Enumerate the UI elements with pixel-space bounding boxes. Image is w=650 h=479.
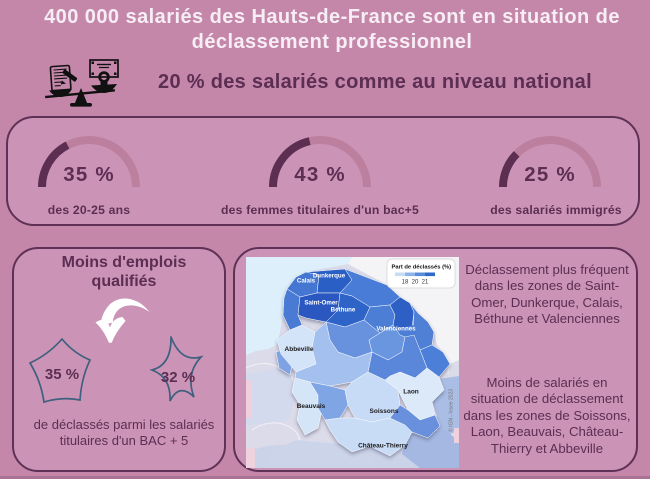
svg-text:Château-Thierry: Château-Thierry (358, 443, 408, 450)
svg-text:© IGN - Insee 2023: © IGN - Insee 2023 (448, 389, 455, 432)
svg-text:Soissons: Soissons (370, 408, 399, 415)
svg-text:Dunkerque: Dunkerque (313, 273, 346, 280)
svg-text:Calais: Calais (297, 278, 316, 285)
svg-text:Valenciennes: Valenciennes (376, 326, 416, 333)
svg-text:Beauvais: Beauvais (297, 403, 326, 410)
svg-text:Béthune: Béthune (331, 307, 356, 314)
svg-text:21: 21 (422, 280, 429, 286)
svg-text:20: 20 (412, 280, 419, 286)
svg-text:Part de déclassés (%): Part de déclassés (%) (392, 265, 452, 271)
svg-text:18: 18 (402, 280, 409, 286)
svg-text:Laon: Laon (403, 389, 419, 396)
svg-text:Saint-Omer: Saint-Omer (304, 300, 338, 307)
svg-text:Abbeville: Abbeville (285, 346, 314, 353)
